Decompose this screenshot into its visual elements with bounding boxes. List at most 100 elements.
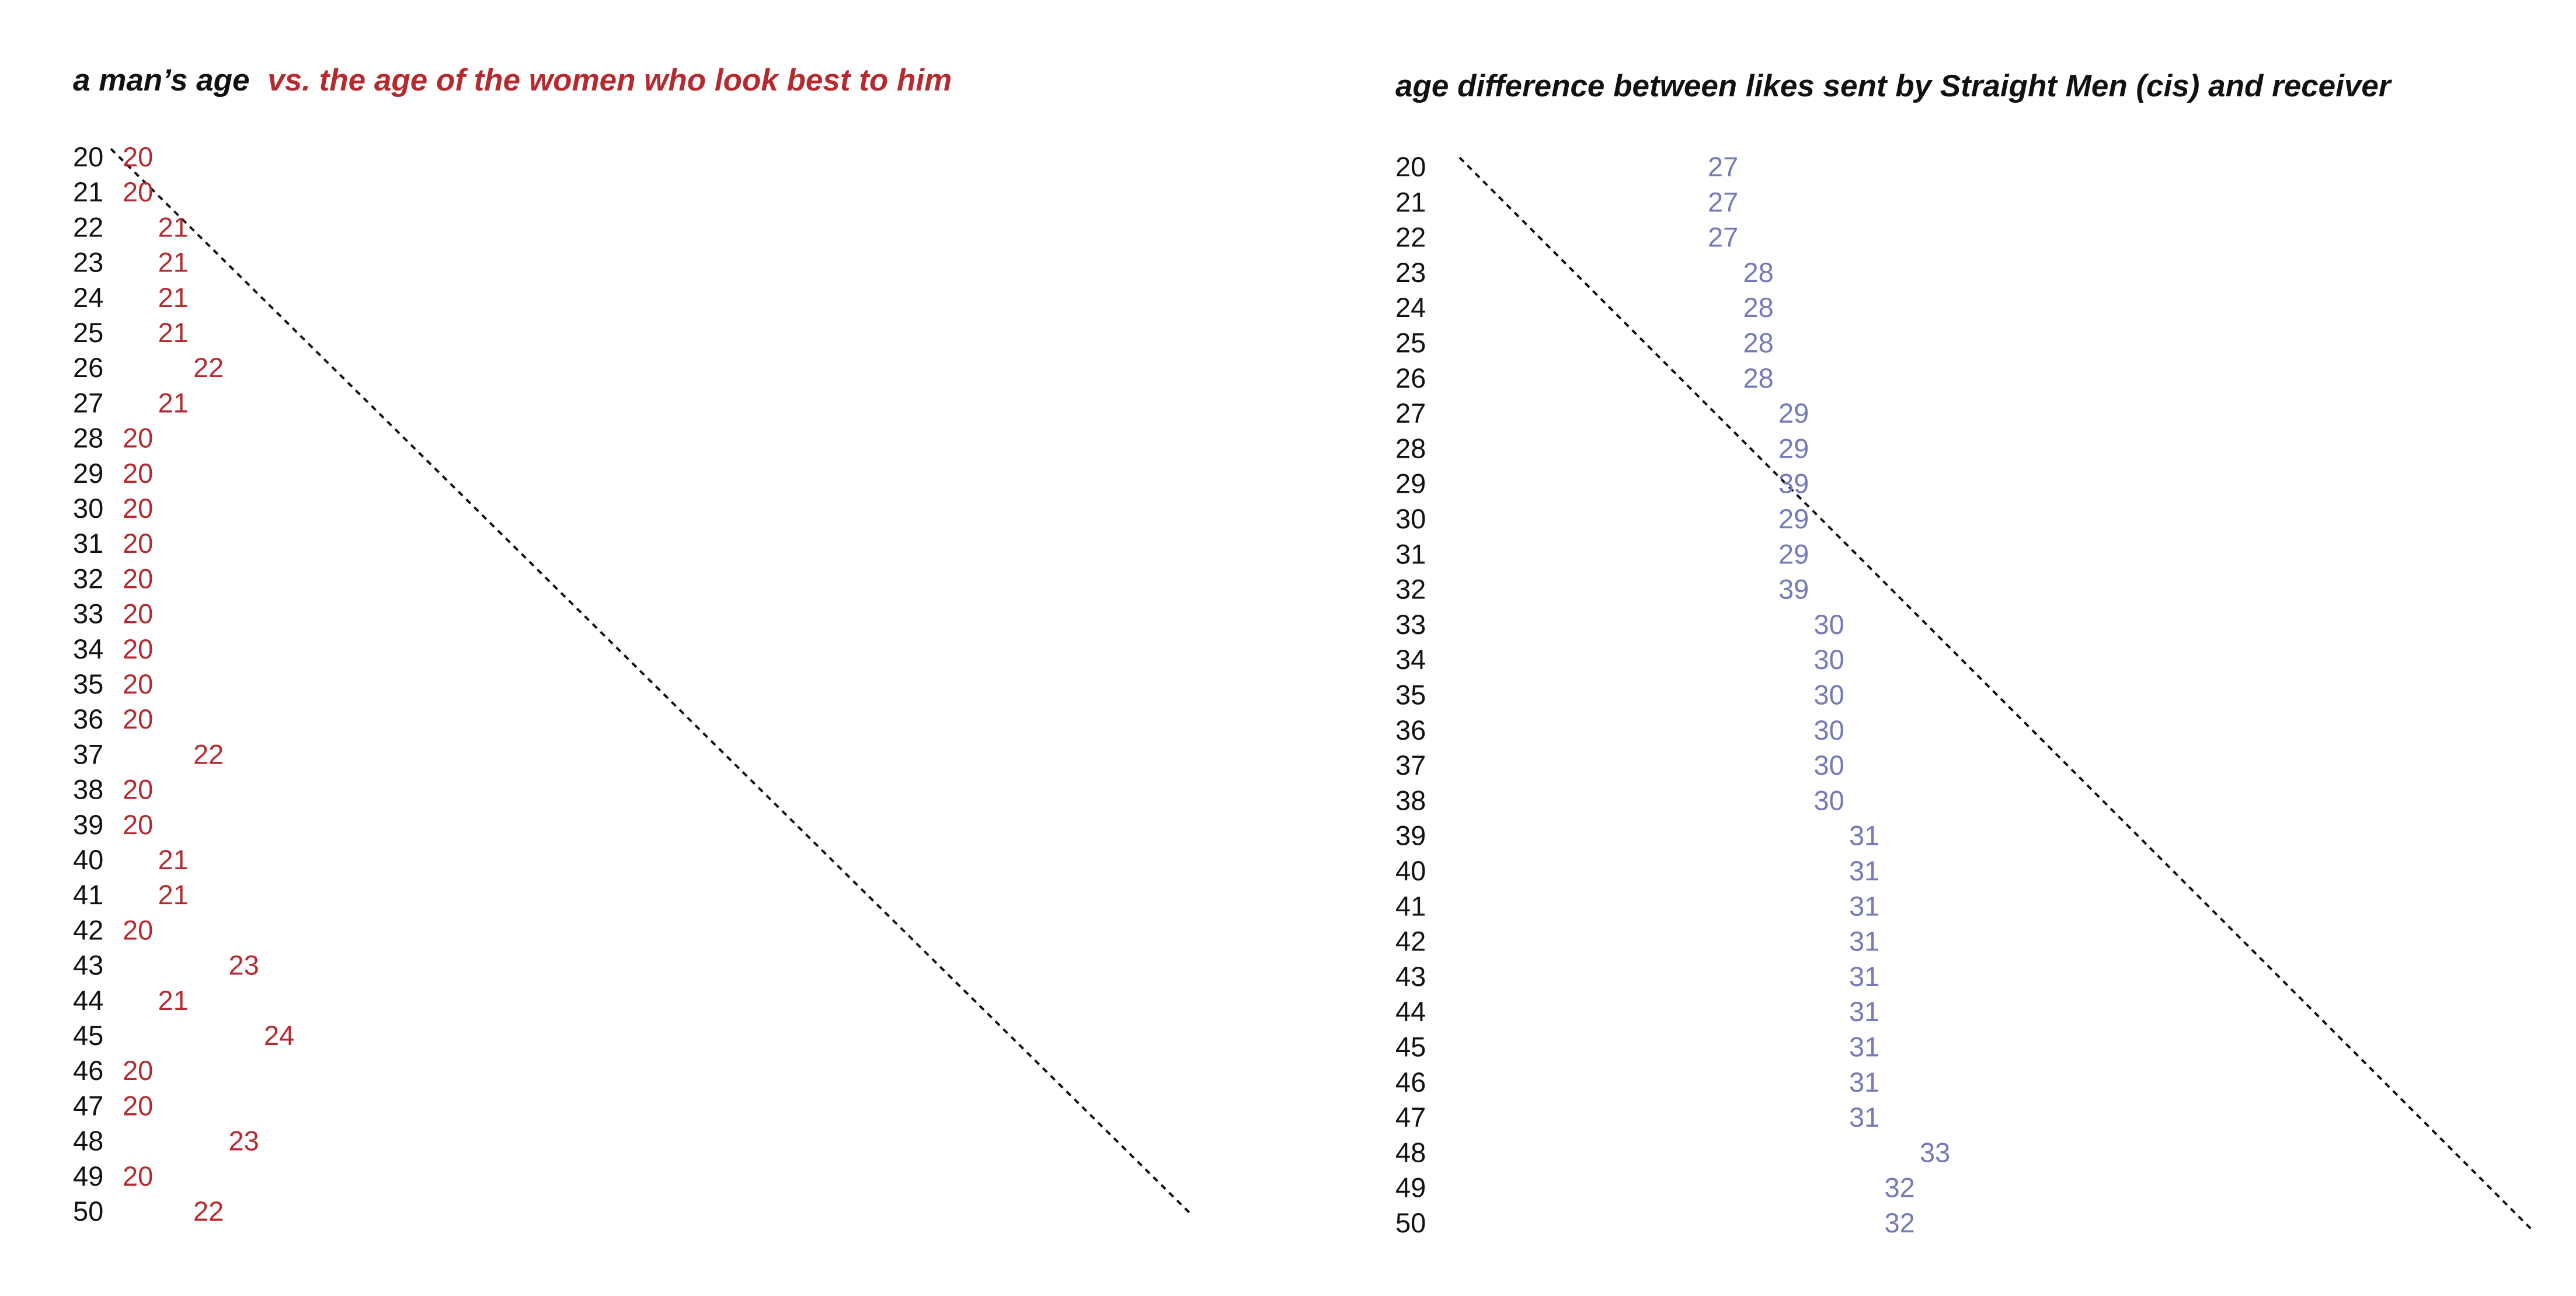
left-data-point: 20 [123,563,153,594]
left-age-label: 50 [73,1196,103,1227]
right-data-point: 28 [1743,363,1774,393]
left-data-point: 21 [158,985,189,1016]
left-age-label: 36 [73,703,103,734]
right-age-label: 35 [1395,680,1426,710]
left-panel-title: a man’s age vs. the age of the women who… [73,63,952,97]
left-age-label: 46 [73,1055,103,1086]
right-data-point: 30 [1814,715,1844,745]
left-age-label: 42 [73,914,103,945]
right-age-label: 33 [1395,609,1426,640]
right-data-point: 28 [1743,292,1774,323]
right-age-label: 23 [1395,257,1426,288]
right-data-point: 33 [1920,1137,1950,1168]
left-data-point: 20 [123,598,153,629]
right-age-label: 48 [1395,1137,1426,1168]
right-age-label: 34 [1395,644,1426,675]
right-age-label: 40 [1395,855,1426,886]
right-data-point: 29 [1778,503,1809,534]
left-data-point: 22 [193,352,224,383]
right-diagonal-line [1458,156,2535,1233]
right-panel: age difference between likes sent by Str… [1395,69,2535,1238]
left-data-point: 21 [158,879,189,910]
right-data-point: 31 [1849,890,1879,921]
left-age-label: 34 [73,633,103,664]
left-age-label: 38 [73,774,103,805]
right-panel-title: age difference between likes sent by Str… [1395,69,2393,103]
left-age-label: 27 [73,387,103,418]
left-age-label: 40 [73,844,103,875]
right-age-label: 50 [1395,1207,1426,1238]
left-age-label: 24 [73,282,103,313]
left-data-point: 24 [264,1020,294,1051]
right-data-point: 29 [1778,433,1809,464]
left-data-point: 20 [123,1161,153,1192]
right-age-label: 20 [1395,151,1426,182]
right-age-label: 30 [1395,503,1426,534]
right-age-label: 44 [1395,996,1426,1027]
left-age-label: 20 [73,141,103,172]
left-data-point: 21 [158,247,189,278]
left-title-red: vs. the age of the women who look best t… [267,63,952,97]
right-data-point: 31 [1849,855,1879,886]
left-data-point: 21 [158,282,189,313]
left-age-label: 41 [73,879,103,910]
right-data-point: 30 [1814,644,1844,675]
left-data-point: 20 [123,458,153,489]
left-data-point: 23 [229,950,259,981]
left-age-label: 32 [73,563,103,594]
right-data-point: 28 [1743,328,1774,358]
left-diagonal-line [110,148,1192,1215]
left-age-label: 28 [73,423,103,454]
left-age-label: 43 [73,950,103,981]
left-age-label: 25 [73,317,103,348]
right-data-point: 28 [1743,257,1774,288]
right-data-point: 30 [1814,750,1844,781]
right-data-point: 32 [1885,1172,1915,1203]
right-age-label: 22 [1395,222,1426,253]
left-data-point: 21 [158,211,189,242]
right-age-label: 43 [1395,961,1426,992]
left-age-label: 37 [73,738,103,769]
left-age-label: 31 [73,528,103,559]
right-data-point: 29 [1778,398,1809,428]
right-data-point: 31 [1849,961,1879,992]
right-age-label: 47 [1395,1102,1426,1133]
left-data-point: 22 [193,1196,224,1227]
right-age-label: 49 [1395,1172,1426,1203]
left-data-point: 20 [123,423,153,454]
right-age-label: 38 [1395,785,1426,816]
right-data-point: 31 [1849,926,1879,957]
left-data-point: 20 [123,1055,153,1086]
left-age-label: 29 [73,458,103,489]
right-data-point: 27 [1708,151,1738,182]
right-age-label: 45 [1395,1032,1426,1062]
left-age-label: 21 [73,176,103,207]
right-age-label: 27 [1395,398,1426,428]
right-age-label: 39 [1395,820,1426,851]
left-data-point: 20 [123,703,153,734]
right-data-point: 27 [1708,186,1738,217]
right-data-point: 31 [1849,1067,1879,1098]
left-age-label: 22 [73,211,103,242]
right-age-label: 32 [1395,574,1426,605]
left-age-label: 39 [73,809,103,840]
left-panel: a man’s age vs. the age of the women who… [73,63,1192,1227]
left-data-point: 20 [123,141,153,172]
right-data-point: 30 [1814,609,1844,640]
left-age-label: 30 [73,493,103,524]
left-data-point: 22 [193,738,224,769]
right-age-label: 25 [1395,328,1426,358]
right-data-point: 39 [1778,574,1809,605]
left-data-point: 20 [123,176,153,207]
left-data-point: 21 [158,844,189,875]
left-data-point: 21 [158,387,189,418]
right-age-label: 42 [1395,926,1426,957]
right-age-label: 26 [1395,363,1426,393]
right-age-label: 24 [1395,292,1426,323]
right-data-point: 30 [1814,680,1844,710]
left-age-label: 26 [73,352,103,383]
right-age-label: 21 [1395,186,1426,217]
left-title-black: a man’s age [73,63,249,97]
left-age-label: 33 [73,598,103,629]
